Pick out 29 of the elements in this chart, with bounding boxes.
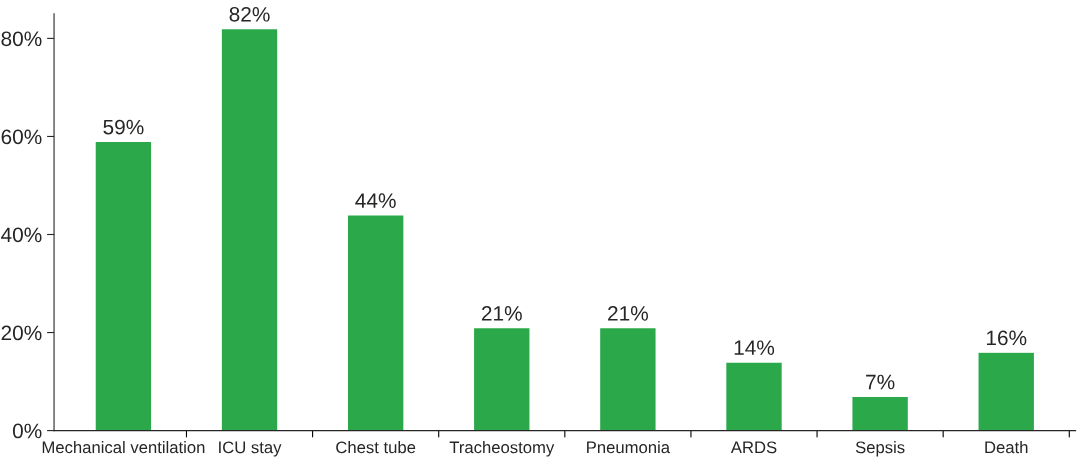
bar <box>94 140 153 431</box>
bar <box>346 214 405 431</box>
y-tick-label: 0% <box>12 423 42 439</box>
bar <box>472 326 531 431</box>
bar <box>724 361 784 431</box>
bar <box>851 395 910 431</box>
data-label: 7% <box>866 374 895 390</box>
x-tick-label: ICU stay <box>219 441 282 457</box>
data-label: 82% <box>229 6 270 22</box>
data-label: 44% <box>355 193 396 208</box>
bar <box>977 351 1036 431</box>
bar <box>598 326 657 431</box>
x-tick-label: Mechanical ventilation <box>42 441 205 454</box>
data-label: 16% <box>986 330 1027 346</box>
x-tick-label: Chest tube <box>336 441 416 454</box>
x-tick-label: Pneumonia <box>587 441 671 454</box>
x-tick-label: ARDS <box>730 441 777 454</box>
y-tick-label: 40% <box>1 227 42 243</box>
y-tick-label: 20% <box>1 325 42 341</box>
data-label: 21% <box>481 305 522 321</box>
x-tick-label: Death <box>985 441 1028 454</box>
y-tick-label: 80% <box>1 31 42 47</box>
data-label: 21% <box>608 305 648 321</box>
y-tick-label: 60% <box>1 129 42 145</box>
data-label: 14% <box>734 340 775 355</box>
x-tick-label: Tracheostomy <box>449 441 555 457</box>
bar <box>220 27 279 431</box>
data-label: 59% <box>103 119 144 135</box>
x-tick-label: Sepsis <box>855 441 905 457</box>
